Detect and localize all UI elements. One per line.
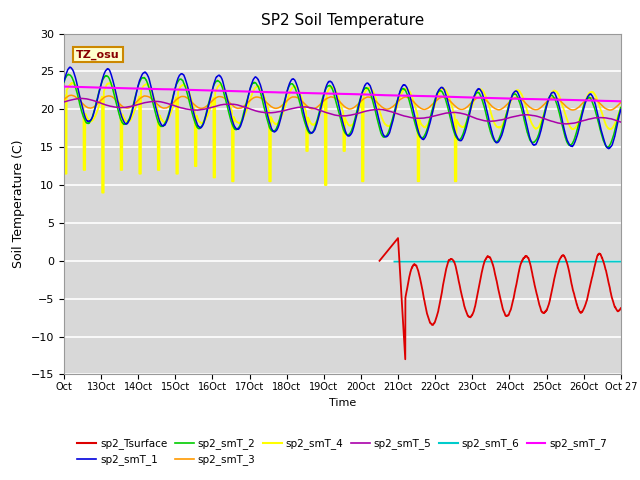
Title: SP2 Soil Temperature: SP2 Soil Temperature (260, 13, 424, 28)
X-axis label: Time: Time (329, 397, 356, 408)
Legend: sp2_Tsurface, sp2_smT_1, sp2_smT_2, sp2_smT_3, sp2_smT_4, sp2_smT_5, sp2_smT_6, : sp2_Tsurface, sp2_smT_1, sp2_smT_2, sp2_… (73, 434, 612, 469)
Y-axis label: Soil Temperature (C): Soil Temperature (C) (12, 140, 26, 268)
Text: TZ_osu: TZ_osu (76, 49, 120, 60)
